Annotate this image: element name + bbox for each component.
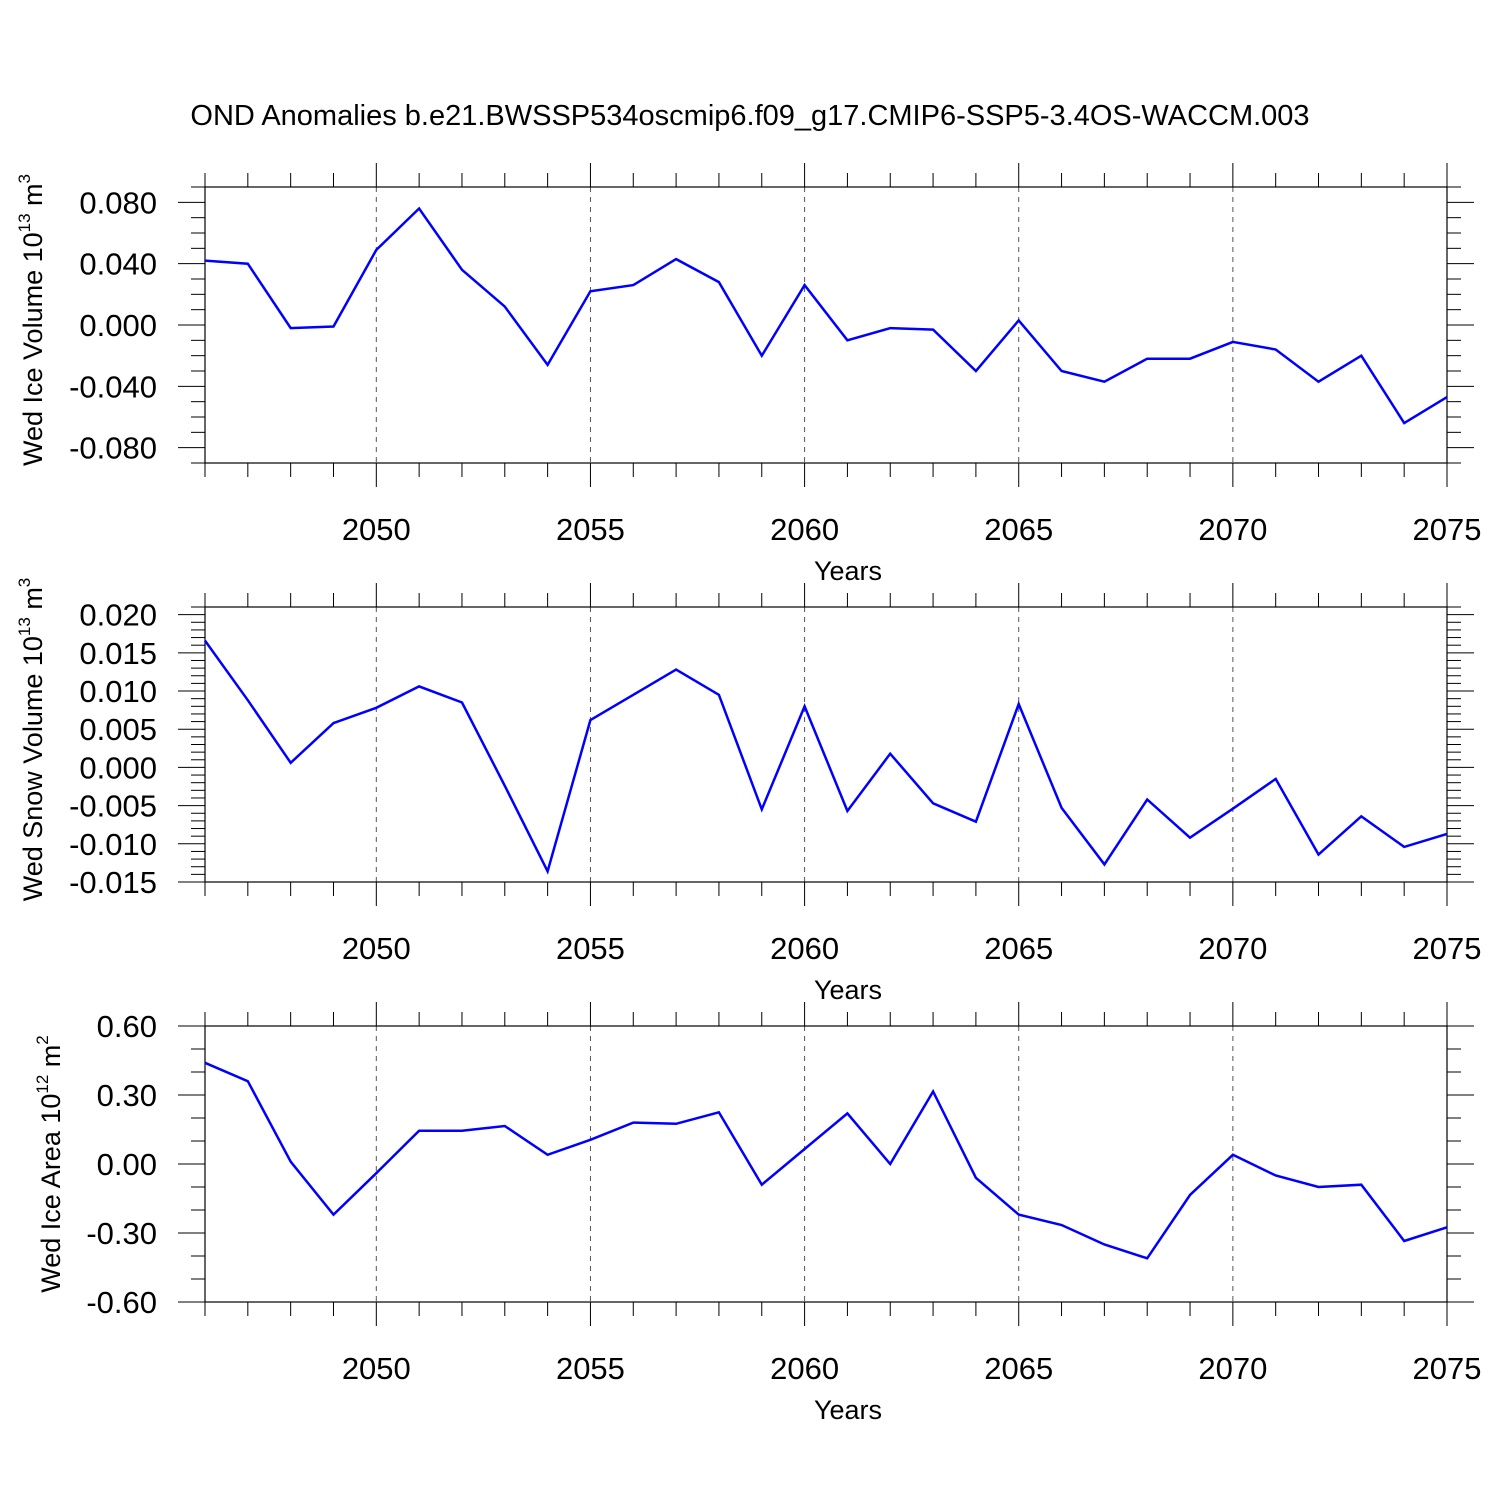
y-tick-label: -0.015: [69, 865, 157, 900]
x-tick-label: 2075: [1413, 1351, 1482, 1386]
x-tick-label: 2055: [556, 1351, 625, 1386]
x-tick-label: 2050: [342, 931, 411, 966]
y-tick-label: 0.005: [79, 712, 157, 747]
series-line: [204, 206, 1448, 425]
y-axis-label-unit-exponent: 2: [33, 1035, 52, 1044]
y-tick-label: 0.00: [97, 1147, 157, 1182]
y-tick-label: 0.000: [79, 750, 157, 785]
y-tick-label: 0.30: [97, 1078, 157, 1113]
y-axis-label-main: Wed Ice Volume 10: [18, 232, 48, 466]
panels: -0.080 -0.040 0.000 0.040 0.080 2050 2055 2060 2…: [15, 163, 1481, 1425]
plot-frame: [204, 186, 1448, 464]
y-axis-label-main: Wed Ice Area 10: [36, 1094, 66, 1293]
x-tick-label: 2060: [770, 1351, 839, 1386]
y-axis-label: Wed Ice Area 1012 m2: [33, 1035, 66, 1293]
series-line: [204, 1061, 1448, 1260]
y-tick-label: 0.080: [79, 185, 157, 220]
y-tick-label: -0.005: [69, 789, 157, 824]
y-axis-label-unit-exponent: 3: [15, 174, 34, 183]
x-tick-label: 2055: [556, 931, 625, 966]
y-tick-label: 0.015: [79, 636, 157, 671]
x-tick-label: 2070: [1198, 512, 1267, 547]
y-axis-label-main: Wed Snow Volume 10: [18, 636, 48, 901]
y-axis-label-exponent: 12: [33, 1075, 52, 1094]
series-line: [203, 639, 1448, 875]
x-tick-label: 2060: [770, 512, 839, 547]
x-tick-label: 2055: [556, 512, 625, 547]
y-axis-label-exponent: 13: [15, 213, 34, 232]
y-tick-label: -0.080: [69, 431, 157, 466]
x-axis-label: Years: [814, 1395, 882, 1425]
y-tick-label: -0.040: [69, 369, 157, 404]
y-tick-label: -0.010: [69, 827, 157, 862]
y-tick-label: 0.60: [97, 1009, 157, 1044]
x-tick-label: 2065: [984, 1351, 1053, 1386]
x-tick-label: 2075: [1413, 931, 1482, 966]
x-tick-label: 2070: [1198, 1351, 1267, 1386]
y-tick-label: -0.60: [86, 1285, 157, 1320]
y-axis-label-unit: m: [18, 183, 48, 213]
x-axis-label: Years: [814, 556, 882, 586]
y-tick-label: -0.30: [86, 1216, 157, 1251]
ice-area-panel: -0.60 -0.30 0.00 0.30 0.60 2050 2055 2060 2065 20…: [33, 1002, 1481, 1425]
y-axis-label: Wed Snow Volume 1013 m3: [15, 578, 48, 902]
figure-title: OND Anomalies b.e21.BWSSP534oscmip6.f09_…: [190, 100, 1309, 132]
y-tick-label: 0.020: [79, 598, 157, 633]
x-tick-label: 2060: [770, 931, 839, 966]
plot-frame: [204, 1025, 1448, 1303]
y-tick-label: 0.040: [79, 247, 157, 282]
x-tick-label: 2065: [984, 512, 1053, 547]
x-tick-label: 2050: [342, 512, 411, 547]
x-tick-label: 2050: [342, 1351, 411, 1386]
y-tick-label: 0.010: [79, 674, 157, 709]
snow-volume-panel: -0.015-0.010-0.005 0.0000.0050.0100.0150.…: [15, 578, 1481, 1005]
x-tick-label: 2065: [984, 931, 1053, 966]
x-tick-label: 2075: [1413, 512, 1482, 547]
x-tick-label: 2070: [1198, 931, 1267, 966]
y-axis-label-unit-exponent: 3: [15, 578, 34, 587]
y-axis-label-unit: m: [18, 587, 48, 617]
y-axis-label-exponent: 13: [15, 617, 34, 636]
ice-volume-panel: -0.080 -0.040 0.000 0.040 0.080 2050 2055 2060 2…: [15, 163, 1481, 586]
x-axis-label: Years: [814, 975, 882, 1005]
y-axis-label: Wed Ice Volume 1013 m3: [15, 174, 48, 466]
y-axis-label-unit: m: [36, 1045, 66, 1075]
plot-frame: [204, 606, 1448, 883]
y-tick-label: 0.000: [79, 308, 157, 343]
